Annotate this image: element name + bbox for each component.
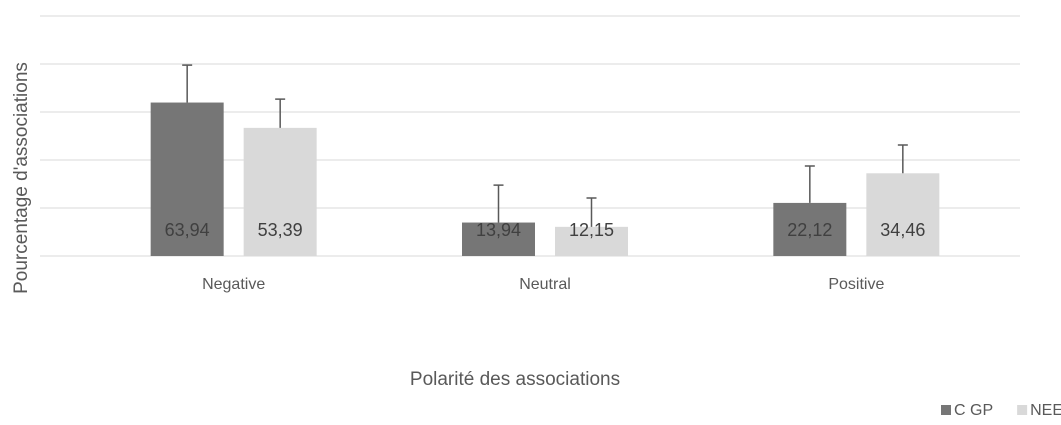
legend-swatch <box>1017 405 1028 415</box>
y-axis-title: Pourcentage d'associations <box>11 62 32 294</box>
error-bar <box>182 64 193 103</box>
bar <box>773 202 847 256</box>
data-label: 12,15 <box>569 220 614 240</box>
bar <box>555 226 628 256</box>
x-tick-label: Neutral <box>519 276 571 293</box>
legend-swatch <box>941 405 951 415</box>
data-label: 13,94 <box>476 220 521 240</box>
data-label: 53,39 <box>258 220 303 240</box>
x-axis-title: Polarité des associations <box>410 369 620 390</box>
x-tick-label: Positive <box>828 276 884 293</box>
data-label: 34,46 <box>880 220 925 240</box>
bar <box>462 222 535 256</box>
legend-label: C GP <box>954 402 993 419</box>
error-bar <box>804 165 815 203</box>
bar <box>150 102 224 256</box>
error-bar <box>275 98 286 128</box>
error-bar <box>897 144 908 174</box>
data-label: 22,12 <box>787 220 832 240</box>
legend-label: NEETs <box>1030 402 1061 419</box>
bar <box>866 173 940 256</box>
x-tick-label: Negative <box>202 276 265 293</box>
error-bar <box>493 184 504 223</box>
data-label: 63,94 <box>165 220 210 240</box>
error-bar <box>586 197 597 227</box>
bar <box>243 127 317 256</box>
